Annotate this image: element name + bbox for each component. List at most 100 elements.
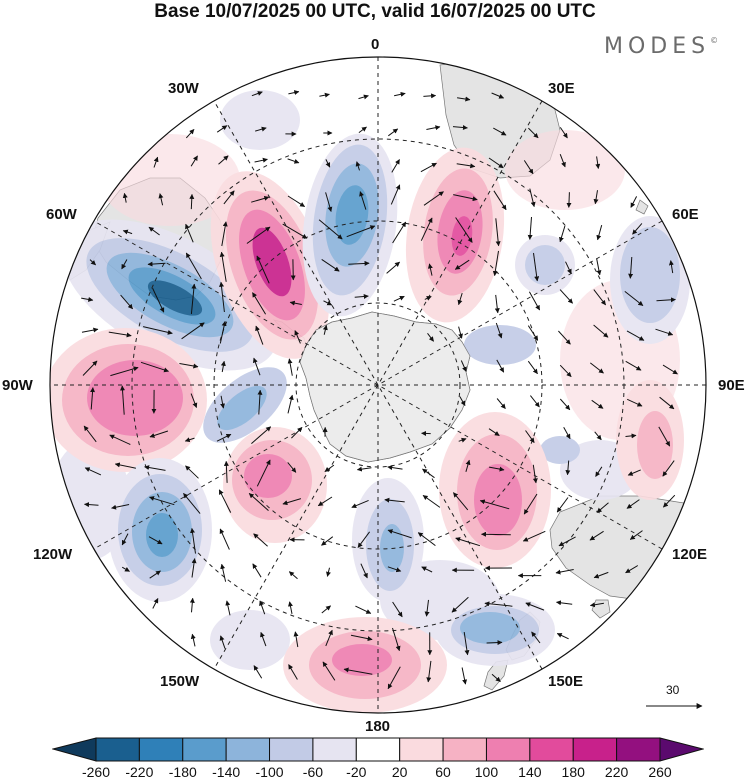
wind-vector [219, 528, 230, 550]
wind-vector [492, 250, 499, 277]
lon-label-150e: 150E [548, 673, 584, 690]
wind-vector [491, 673, 501, 682]
wind-vector [491, 92, 505, 99]
wind-vector [351, 499, 369, 508]
wind-vector [386, 261, 400, 274]
lon-label-120e: 120E [672, 546, 708, 563]
wind-vector [142, 326, 173, 335]
colorbar-swatch [138, 737, 184, 762]
wind-vector [427, 332, 434, 342]
colorbar-tick-label: 140 [518, 764, 542, 780]
wind-vector [321, 536, 334, 546]
reference-vector-arrow [646, 703, 703, 709]
wind-vector [668, 260, 674, 274]
wind-vector [422, 468, 435, 479]
wind-vector [189, 597, 195, 613]
wind-vector [294, 330, 301, 344]
wind-vector [354, 294, 369, 299]
wind-vector [148, 226, 160, 236]
wind-vector [453, 194, 478, 202]
wind-vector [387, 666, 401, 690]
wind-vector [488, 157, 504, 169]
wind-vector [420, 162, 437, 173]
wind-vector [220, 563, 227, 582]
wind-vector [289, 300, 302, 306]
wind-vector [384, 497, 405, 503]
wind-vector [556, 497, 569, 513]
wind-vector [109, 434, 131, 445]
wind-vector [593, 324, 609, 338]
wind-vector [625, 360, 642, 371]
wind-vector [463, 632, 470, 656]
wind-vector [427, 263, 433, 276]
wind-vector [360, 563, 368, 579]
wind-vector [282, 498, 302, 506]
wind-vector [496, 398, 506, 409]
wind-vector [523, 160, 534, 175]
anomaly-shading [50, 90, 690, 713]
wind-vector [629, 530, 643, 540]
wind-vector [655, 328, 674, 336]
wind-vector [458, 326, 463, 339]
colorbar-swatch [355, 737, 401, 762]
wind-vector [84, 467, 102, 476]
wind-vector [185, 129, 195, 139]
colorbar-swatch [225, 737, 271, 762]
wind-vector [218, 489, 232, 513]
wind-vector [259, 600, 266, 615]
colorbar-swatch [485, 737, 531, 762]
wind-vector [185, 465, 199, 479]
wind-vector [527, 360, 538, 375]
colorbar-swatch [95, 737, 140, 762]
wind-vector [325, 192, 333, 212]
wind-vector [525, 602, 545, 611]
wind-vector [254, 157, 268, 163]
wind-vector [596, 224, 603, 241]
lon-label-120w: 120W [33, 546, 73, 563]
wind-vector [556, 600, 573, 606]
wind-vector [216, 125, 228, 133]
wind-vector [525, 430, 535, 444]
wind-vector [596, 258, 602, 276]
wind-vector [393, 295, 405, 302]
wind-vector [149, 496, 175, 506]
wind-vector [522, 530, 546, 542]
wind-vector [253, 665, 263, 679]
wind-vector [122, 192, 128, 203]
wind-vector [495, 322, 503, 339]
wind-vector [260, 631, 267, 647]
wind-vector [423, 93, 437, 99]
wind-vector [626, 398, 643, 407]
wind-vector [325, 629, 333, 647]
colorbar-tick-label: 260 [648, 764, 672, 780]
wind-vector [144, 465, 166, 471]
wind-vector [356, 466, 372, 472]
wind-vector [493, 190, 507, 211]
wind-vector [481, 531, 511, 537]
wind-vector [120, 385, 126, 415]
wind-vector [221, 221, 228, 247]
wind-vector [190, 393, 198, 408]
colorbar-tick-label: 100 [474, 764, 499, 780]
wind-vector [149, 430, 169, 438]
wind-vector [255, 325, 264, 345]
wind-vector [626, 330, 645, 341]
wind-vector [152, 598, 159, 609]
wind-vector [148, 536, 163, 545]
wind-vector [559, 289, 573, 304]
wind-vector [114, 462, 136, 469]
wind-vector [158, 193, 164, 206]
wind-vector [423, 191, 444, 206]
lon-label-60e: 60E [672, 206, 699, 223]
lon-label-180: 180 [365, 718, 391, 735]
wind-vector [559, 154, 566, 168]
colorbar-swatch [616, 737, 661, 762]
wind-vector [589, 362, 604, 374]
wind-vector [152, 287, 165, 313]
wind-vector [589, 602, 604, 608]
colorbar-tick-label: 180 [561, 764, 585, 780]
colorbar-tick-label: -220 [125, 764, 154, 780]
wind-vector [493, 127, 507, 136]
colorbar [52, 737, 704, 762]
wind-vector [424, 599, 430, 617]
